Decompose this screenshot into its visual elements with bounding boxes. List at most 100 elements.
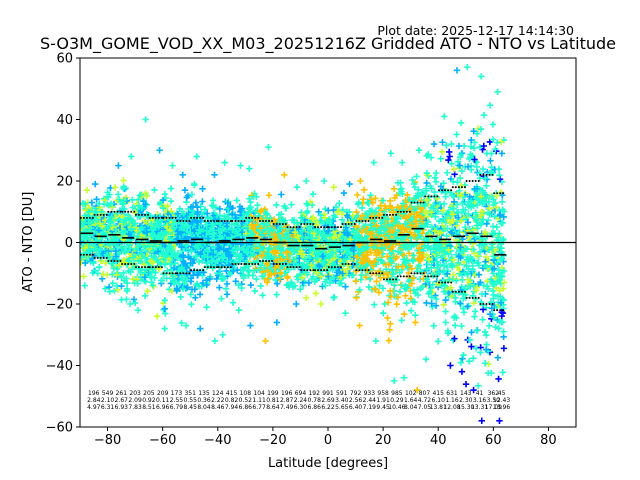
lower-percentile-dot <box>436 275 439 278</box>
scatter-point <box>142 278 149 285</box>
scatter-point <box>331 214 339 221</box>
scatter-point <box>253 275 260 283</box>
lower-percentile-dot <box>430 275 433 278</box>
upper-percentile-dot <box>463 186 466 189</box>
lower-percentile-dot <box>347 263 350 266</box>
upper-percentile-dot <box>410 201 413 204</box>
scatter-point <box>203 210 211 217</box>
scatter-point <box>143 192 150 200</box>
scatter-point <box>275 211 283 219</box>
scatter-point <box>197 325 204 332</box>
scatter-point <box>281 171 288 179</box>
lower-percentile-dot <box>265 259 267 262</box>
upper-percentile-dot <box>157 216 160 219</box>
scatter-point <box>366 230 374 238</box>
scatter-point <box>342 255 349 263</box>
scatter-point <box>142 254 149 262</box>
bin-stat-sd: 8.64 <box>266 404 280 411</box>
upper-percentile-dot <box>234 219 237 222</box>
scatter-point <box>199 272 206 279</box>
scatter-point <box>188 247 195 255</box>
scatter-point <box>82 259 89 267</box>
scatter-point <box>371 217 378 225</box>
scatter-point <box>234 244 242 252</box>
scatter-point <box>173 236 181 243</box>
bin-stat-n: 549 <box>102 390 114 397</box>
upper-percentile-dot <box>203 219 206 222</box>
scatter-point <box>93 237 100 245</box>
bin-stat-n: 108 <box>240 390 252 397</box>
lower-percentile-dot <box>355 269 358 272</box>
upper-percentile-dot <box>491 173 494 176</box>
scatter-point <box>330 274 337 281</box>
scatter-point <box>355 231 363 239</box>
upper-percentile-dot <box>479 173 482 176</box>
upper-percentile-dot <box>422 201 425 204</box>
upper-percentile-dot <box>471 180 474 182</box>
scatter-point <box>178 243 185 251</box>
scatter-point <box>136 192 143 199</box>
lower-percentile-dot <box>493 309 496 312</box>
scatter-point <box>161 325 168 332</box>
scatter-point <box>360 264 367 272</box>
scatter-point <box>368 230 375 237</box>
y-tick-label: −40 <box>46 359 73 374</box>
upper-percentile-dot <box>496 192 499 195</box>
scatter-point <box>135 202 143 209</box>
scatter-point <box>216 205 224 213</box>
bin-stat-mean: 2.67 <box>115 397 129 404</box>
lower-percentile-dot <box>300 269 303 272</box>
lower-percentile-dot <box>171 272 174 275</box>
scatter-point <box>266 214 274 222</box>
scatter-point <box>233 228 240 235</box>
scatter-point <box>353 253 360 261</box>
lower-percentile-dot <box>102 256 105 259</box>
scatter-point <box>235 256 242 263</box>
bin-stat-n: 591 <box>336 390 348 397</box>
upper-percentile-dot <box>303 223 306 226</box>
scatter-point <box>260 220 268 227</box>
scatter-point <box>175 280 183 288</box>
scatter-point <box>320 177 328 185</box>
scatter-point <box>248 221 255 229</box>
scatter-point <box>336 200 343 207</box>
bin-stat-sd: 4.97 <box>87 404 101 411</box>
scatter-point <box>247 203 254 211</box>
scatter-point <box>264 276 271 284</box>
scatter-point <box>249 225 257 232</box>
lower-percentile-dot <box>468 296 471 299</box>
upper-percentile-dot <box>202 216 205 219</box>
upper-percentile-dot <box>220 219 223 222</box>
scatter-point <box>193 153 200 160</box>
scatter-point <box>346 180 353 188</box>
scatter-point <box>326 216 333 223</box>
lower-percentile-dot <box>320 269 323 272</box>
lower-percentile-dot <box>190 269 193 272</box>
upper-percentile-dot <box>427 195 430 198</box>
scatter-point <box>303 294 310 302</box>
lower-percentile-dot <box>381 272 384 275</box>
scatter-point <box>362 274 370 281</box>
lower-percentile-dot <box>341 263 344 266</box>
upper-percentile-dot <box>271 219 274 222</box>
upper-percentile-dot <box>257 216 260 219</box>
upper-percentile-dot <box>88 216 91 219</box>
scatter-point <box>273 291 280 298</box>
scatter-point <box>375 256 382 263</box>
upper-percentile-dot <box>174 216 177 219</box>
upper-percentile-dot <box>482 173 485 176</box>
bin-stat-sd: 7.83 <box>128 404 142 411</box>
scatter-point <box>211 337 218 345</box>
scatter-point <box>201 240 209 247</box>
bin-stat-sd: 8.45 <box>184 404 198 411</box>
scatter-point <box>229 211 236 218</box>
upper-percentile-dot <box>355 219 358 222</box>
scatter-point <box>118 273 125 280</box>
lower-percentile-dot <box>309 269 312 272</box>
scatter-point <box>137 257 144 265</box>
scatter-point <box>123 285 131 293</box>
scatter-point <box>250 193 257 200</box>
x-tick-label: −60 <box>149 433 176 448</box>
scatter-point <box>109 224 116 231</box>
scatter-point <box>245 267 252 274</box>
